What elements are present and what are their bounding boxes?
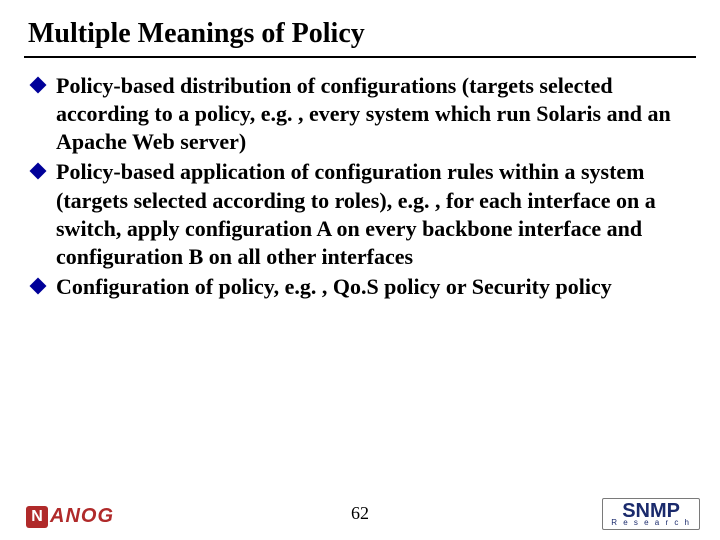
bullet-list: Policy-based distribution of configurati… [28,72,692,301]
page-number: 62 [351,503,369,524]
snmp-logo-line2: R e s e a r c h [611,519,691,527]
diamond-bullet-icon [30,77,47,94]
nanog-logo: N ANOG [26,505,114,528]
bullet-text: Policy-based distribution of configurati… [56,73,671,154]
snmp-logo: SNMP R e s e a r c h [602,498,700,530]
slide-title: Multiple Meanings of Policy [28,18,692,50]
diamond-bullet-icon [30,278,47,295]
diamond-bullet-icon [30,163,47,180]
nanog-text: ANOG [50,505,114,528]
bullet-text: Policy-based application of configuratio… [56,159,656,268]
nanog-badge-icon: N [26,506,48,528]
bullet-item: Policy-based distribution of configurati… [30,72,692,156]
title-rule [24,56,696,58]
bullet-text: Configuration of policy, e.g. , Qo.S pol… [56,274,612,299]
footer: N ANOG 62 SNMP R e s e a r c h [0,486,720,530]
bullet-item: Configuration of policy, e.g. , Qo.S pol… [30,273,692,301]
bullet-item: Policy-based application of configuratio… [30,158,692,271]
slide: Multiple Meanings of Policy Policy-based… [0,0,720,540]
